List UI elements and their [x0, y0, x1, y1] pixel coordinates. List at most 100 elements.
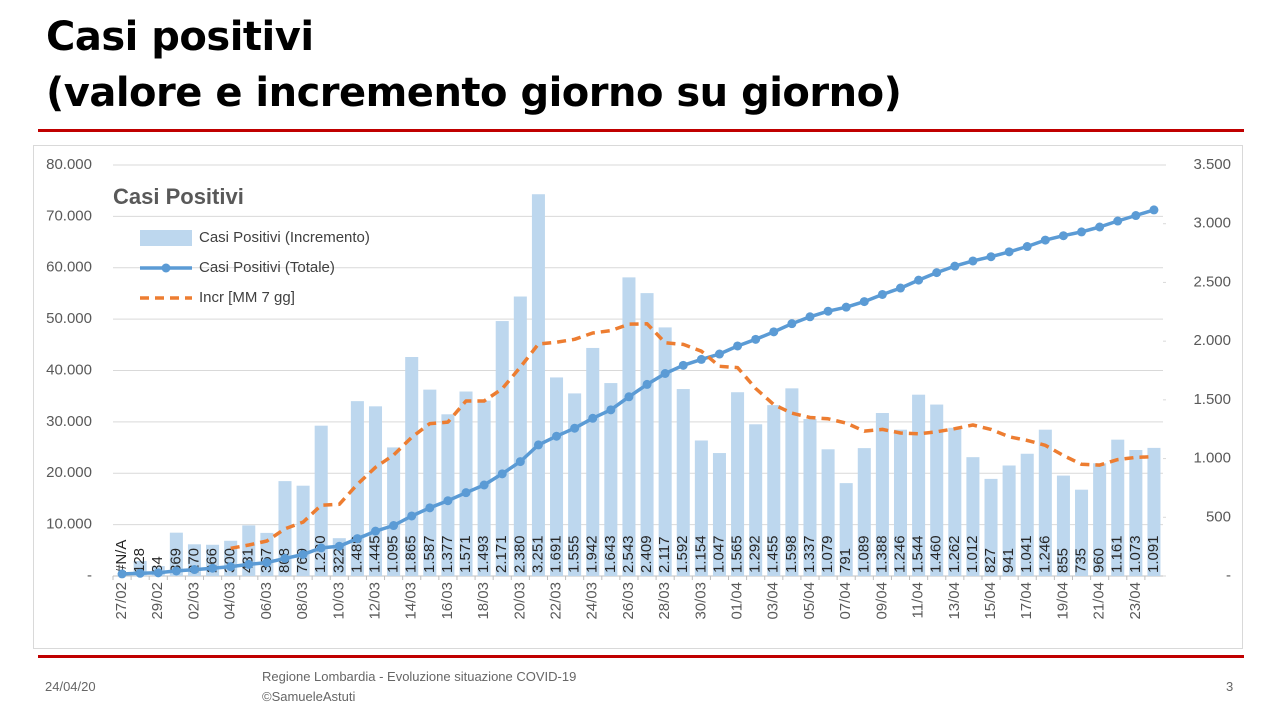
bar: [568, 393, 582, 576]
y2-tick-label: 1.500: [1193, 391, 1231, 408]
data-label: 1.095: [385, 535, 402, 573]
x-tick-label: 11/04: [910, 582, 927, 618]
bar: [984, 478, 998, 576]
y2-tick-label: 2.500: [1193, 273, 1231, 290]
x-tick-label: 14/03: [403, 582, 420, 620]
bar: [912, 394, 926, 576]
bar: [731, 392, 745, 576]
data-label: 369: [167, 548, 184, 573]
bar: [712, 453, 726, 576]
marker: [570, 423, 580, 433]
x-tick-label: 02/03: [185, 582, 202, 620]
slide-subtitle: (valore e incremento giorno su giorno): [46, 70, 902, 116]
bar: [875, 413, 889, 576]
x-tick-label: 06/03: [258, 582, 275, 620]
data-label: 322: [330, 548, 347, 573]
bar: [1129, 449, 1143, 576]
data-label: 1.246: [891, 535, 908, 573]
marker: [479, 480, 489, 490]
x-tick-label: 24/03: [584, 582, 601, 620]
bar: [749, 424, 763, 576]
marker: [262, 558, 272, 568]
data-label: 2.380: [511, 535, 528, 573]
line: [122, 208, 1155, 576]
bar: [604, 383, 618, 576]
bar: [839, 483, 853, 576]
marker: [968, 256, 978, 266]
bar: [930, 404, 944, 576]
data-label: 960: [1091, 548, 1108, 573]
marker: [389, 521, 399, 531]
marker: [859, 297, 869, 307]
y2-tick-label: 3.500: [1193, 156, 1231, 173]
y2-tick-label: 500: [1206, 508, 1231, 525]
bar: [1111, 439, 1125, 576]
x-tick-label: 17/04: [1018, 582, 1035, 620]
marker: [425, 503, 435, 513]
page-number: 3: [1226, 679, 1234, 694]
marker: [298, 549, 308, 559]
bar: [676, 389, 690, 576]
x-tick-label: 09/04: [873, 582, 890, 620]
bar: [169, 532, 183, 576]
x-tick-label: 27/02: [113, 582, 130, 620]
marker: [896, 283, 905, 293]
marker: [733, 341, 743, 351]
marker: [280, 553, 290, 563]
x-tick-label: 22/03: [548, 582, 565, 620]
marker: [1022, 242, 1032, 252]
legend-label: Casi Positivi (Incremento): [199, 229, 370, 246]
bar: [459, 391, 473, 576]
marker: [1113, 216, 1123, 226]
marker: [189, 565, 199, 575]
data-label: 1.377: [439, 535, 456, 573]
bar: [441, 414, 455, 576]
bar: [622, 277, 636, 576]
data-label: 1.544: [910, 535, 927, 573]
x-tick-label: 03/04: [765, 582, 782, 620]
data-label: 1.643: [602, 535, 619, 573]
marker: [986, 252, 996, 262]
footer-date: 24/04/20: [45, 679, 96, 694]
data-label: 1.865: [403, 535, 420, 573]
data-label: 1.262: [946, 535, 963, 573]
y-tick-label: 80.000: [46, 156, 92, 173]
data-label: 1.079: [819, 535, 836, 573]
data-label: 2.117: [656, 537, 673, 573]
x-tick-label: 18/03: [475, 582, 492, 620]
bar: [767, 405, 781, 576]
data-label: 1.587: [421, 535, 438, 573]
x-tick-label: 13/04: [946, 582, 963, 620]
marker: [443, 496, 453, 506]
data-label: 855: [1054, 548, 1071, 573]
marker: [787, 319, 797, 329]
marker: [932, 268, 942, 278]
data-label: 1.555: [566, 535, 583, 573]
y-tick-label: -: [87, 567, 92, 584]
marker: [515, 457, 525, 467]
x-tick-label: 19/04: [1054, 582, 1071, 620]
footer-credit: ©SamueleAstuti: [262, 689, 356, 704]
data-label: 1.161: [1109, 535, 1126, 573]
x-tick-label: 23/04: [1127, 582, 1144, 620]
bar: [350, 401, 364, 576]
y-tick-label: 10.000: [46, 516, 92, 533]
bar: [586, 347, 600, 576]
marker: [1077, 227, 1087, 237]
data-label: 1.246: [1036, 535, 1053, 573]
data-label: 3.251: [529, 535, 546, 573]
divider: [38, 655, 1244, 658]
x-tick-label: 30/03: [692, 582, 709, 620]
bar: [893, 429, 908, 576]
marker: [135, 568, 145, 578]
marker: [117, 569, 127, 579]
bar: [948, 427, 962, 576]
marker: [226, 562, 236, 572]
x-tick-label: 10/03: [330, 582, 347, 620]
data-label: 1.012: [964, 535, 981, 573]
marker: [371, 526, 380, 536]
data-label: 1.445: [366, 535, 383, 573]
data-label: 1.455: [765, 535, 782, 573]
